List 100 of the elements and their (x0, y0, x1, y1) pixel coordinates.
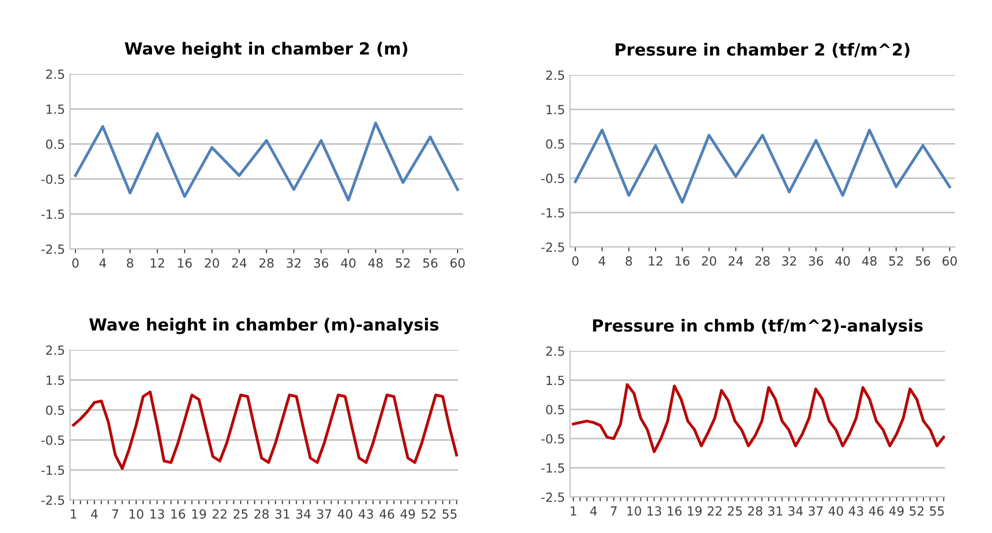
x-tick-label: 4 (91, 509, 98, 519)
x-tick-label: 28 (254, 509, 269, 519)
line-series (72, 390, 458, 470)
line-series (574, 128, 952, 204)
x-tick-label: 48 (368, 258, 383, 268)
y-tick-label: 1.5 (46, 376, 64, 385)
x-tick-label: 4 (590, 506, 597, 516)
x-tick-label: 37 (808, 506, 823, 516)
x-tick-label: 24 (232, 258, 246, 268)
x-tick-label: 16 (668, 506, 682, 516)
x-tick-label: 52 (910, 506, 924, 516)
x-tick-label: 0 (72, 258, 79, 268)
x-tick-label: 22 (708, 506, 722, 516)
x-tick-label: 28 (259, 258, 274, 268)
x-tick-label: 12 (648, 256, 662, 266)
x-tick-label: 40 (338, 509, 352, 519)
x-tick-label: 56 (916, 256, 930, 266)
x-tick-label: 52 (396, 258, 410, 268)
x-tick-label: 16 (178, 258, 192, 268)
y-tick-label: -0.5 (541, 434, 564, 444)
x-tick-label: 60 (450, 258, 465, 268)
y-tick-label: -2.5 (541, 242, 564, 252)
x-tick-label: 40 (341, 258, 356, 268)
x-tick-label: 16 (171, 509, 186, 519)
x-tick-label: 40 (828, 506, 844, 516)
x-tick-label: 25 (234, 509, 248, 519)
x-tick-label: 0 (572, 256, 578, 266)
x-tick-label: 36 (808, 256, 824, 266)
x-tick-label: 4 (598, 256, 606, 266)
x-tick-label: 60 (942, 256, 957, 266)
chart-title: Wave height in chamber (m)-analysis (89, 318, 438, 334)
y-tick-label: -1.5 (541, 463, 564, 473)
x-tick-label: 32 (286, 258, 300, 268)
x-tick-label: 43 (848, 506, 864, 516)
x-tick-label: 22 (212, 509, 226, 519)
x-tick-label: 46 (868, 506, 884, 516)
y-tick-label: 1.5 (546, 105, 564, 114)
x-tick-label: 36 (314, 258, 328, 268)
x-tick-label: 10 (627, 506, 642, 516)
y-tick-label: -2.5 (41, 244, 64, 254)
x-tick-label: 46 (380, 509, 394, 519)
x-tick-label: 28 (748, 506, 762, 516)
x-tick-label: 19 (192, 509, 206, 519)
y-tick-label: 0.5 (546, 404, 564, 414)
line-series (572, 383, 945, 454)
chart-title: Pressure in chmb (tf/m^2)-analysis (593, 318, 923, 336)
y-tick-label: -1.5 (541, 208, 564, 218)
y-tick-label: 0.5 (546, 139, 564, 149)
x-tick-label: 20 (204, 258, 220, 268)
y-tick-label: 2.5 (46, 345, 64, 355)
y-tick-label: -1.5 (41, 210, 64, 219)
x-tick-label: 31 (275, 509, 290, 519)
x-tick-label: 49 (400, 509, 415, 519)
x-tick-label: 10 (130, 509, 144, 519)
x-tick-label: 16 (676, 256, 690, 266)
x-tick-label: 48 (862, 256, 877, 266)
x-tick-label: 56 (423, 258, 438, 268)
y-tick-label: -1.5 (41, 466, 64, 475)
x-tick-label: 34 (296, 509, 311, 519)
x-tick-label: 24 (728, 256, 744, 266)
x-tick-label: 12 (150, 258, 164, 268)
chart-title: Pressure in chamber 2 (tf/m^2) (616, 42, 910, 58)
x-tick-label: 4 (99, 258, 106, 268)
x-tick-label: 34 (788, 506, 803, 516)
y-tick-label: 1.5 (546, 376, 564, 386)
x-tick-label: 1 (70, 509, 76, 519)
y-tick-label: -0.5 (41, 435, 64, 445)
line-series (74, 122, 459, 202)
y-tick-label: 0.5 (46, 405, 64, 415)
x-tick-label: 25 (728, 506, 742, 516)
x-tick-label: 37 (317, 509, 332, 519)
x-tick-label: 8 (626, 256, 632, 266)
x-tick-label: 55 (930, 506, 944, 516)
y-tick-label: 2.5 (546, 346, 564, 356)
x-tick-label: 55 (442, 509, 456, 519)
x-tick-label: 52 (422, 509, 436, 519)
x-tick-label: 52 (889, 256, 903, 266)
x-tick-label: 13 (150, 509, 164, 519)
x-tick-label: 32 (782, 256, 796, 266)
chart-title: Wave height in chamber 2 (m) (124, 42, 408, 58)
x-tick-label: 1 (570, 506, 576, 516)
x-tick-label: 40 (835, 256, 850, 266)
x-tick-label: 19 (688, 506, 702, 516)
y-tick-label: 2.5 (46, 69, 64, 79)
x-tick-label: 8 (126, 258, 134, 268)
x-tick-label: 28 (755, 256, 770, 266)
y-tick-label: 1.5 (46, 104, 64, 114)
x-tick-label: 20 (702, 256, 716, 266)
x-tick-label: 13 (648, 506, 662, 516)
x-tick-label: 7 (112, 509, 118, 519)
x-tick-label: 7 (610, 506, 617, 516)
y-tick-label: 0.5 (46, 139, 64, 149)
y-tick-label: -0.5 (41, 174, 64, 184)
x-tick-label: 49 (889, 506, 904, 516)
y-tick-label: 2.5 (546, 70, 564, 80)
y-tick-label: -0.5 (541, 174, 564, 184)
x-tick-label: 43 (358, 509, 373, 519)
x-tick-label: 31 (768, 506, 782, 516)
y-tick-label: -2.5 (541, 492, 564, 502)
y-tick-label: -2.5 (41, 495, 64, 505)
